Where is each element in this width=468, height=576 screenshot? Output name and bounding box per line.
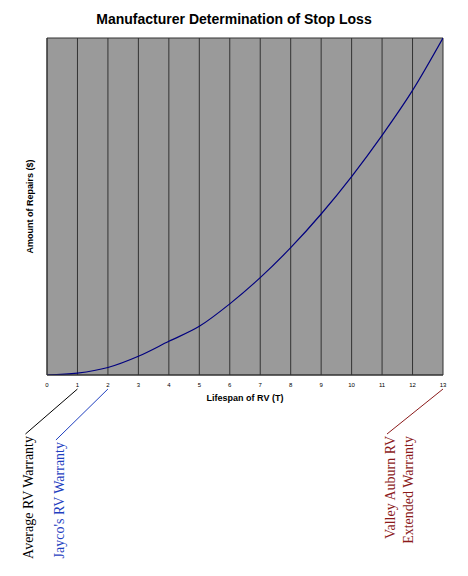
svg-text:8: 8 bbox=[289, 382, 293, 388]
svg-text:13: 13 bbox=[440, 382, 447, 388]
svg-text:Manufacturer Determination of: Manufacturer Determination of Stop Loss bbox=[96, 11, 372, 27]
svg-text:12: 12 bbox=[409, 382, 416, 388]
svg-text:Amount of Repairs ($): Amount of Repairs ($) bbox=[25, 159, 35, 253]
svg-text:10: 10 bbox=[348, 382, 355, 388]
svg-text:3: 3 bbox=[137, 382, 141, 388]
svg-text:Jayco's RV Warranty: Jayco's RV Warranty bbox=[52, 442, 67, 558]
svg-text:7: 7 bbox=[259, 382, 263, 388]
svg-text:1: 1 bbox=[76, 382, 80, 388]
svg-text:4: 4 bbox=[167, 382, 171, 388]
svg-text:9: 9 bbox=[319, 382, 323, 388]
svg-text:0: 0 bbox=[45, 382, 49, 388]
svg-text:6: 6 bbox=[228, 382, 232, 388]
svg-text:Average RV Warranty: Average RV Warranty bbox=[21, 436, 36, 559]
svg-text:Valley Auburn RV: Valley Auburn RV bbox=[383, 436, 398, 539]
svg-text:5: 5 bbox=[198, 382, 202, 388]
svg-text:Lifespan of RV (T): Lifespan of RV (T) bbox=[207, 393, 284, 403]
svg-text:Extended Warranty: Extended Warranty bbox=[401, 436, 416, 544]
svg-text:2: 2 bbox=[106, 382, 110, 388]
svg-text:11: 11 bbox=[379, 382, 386, 388]
